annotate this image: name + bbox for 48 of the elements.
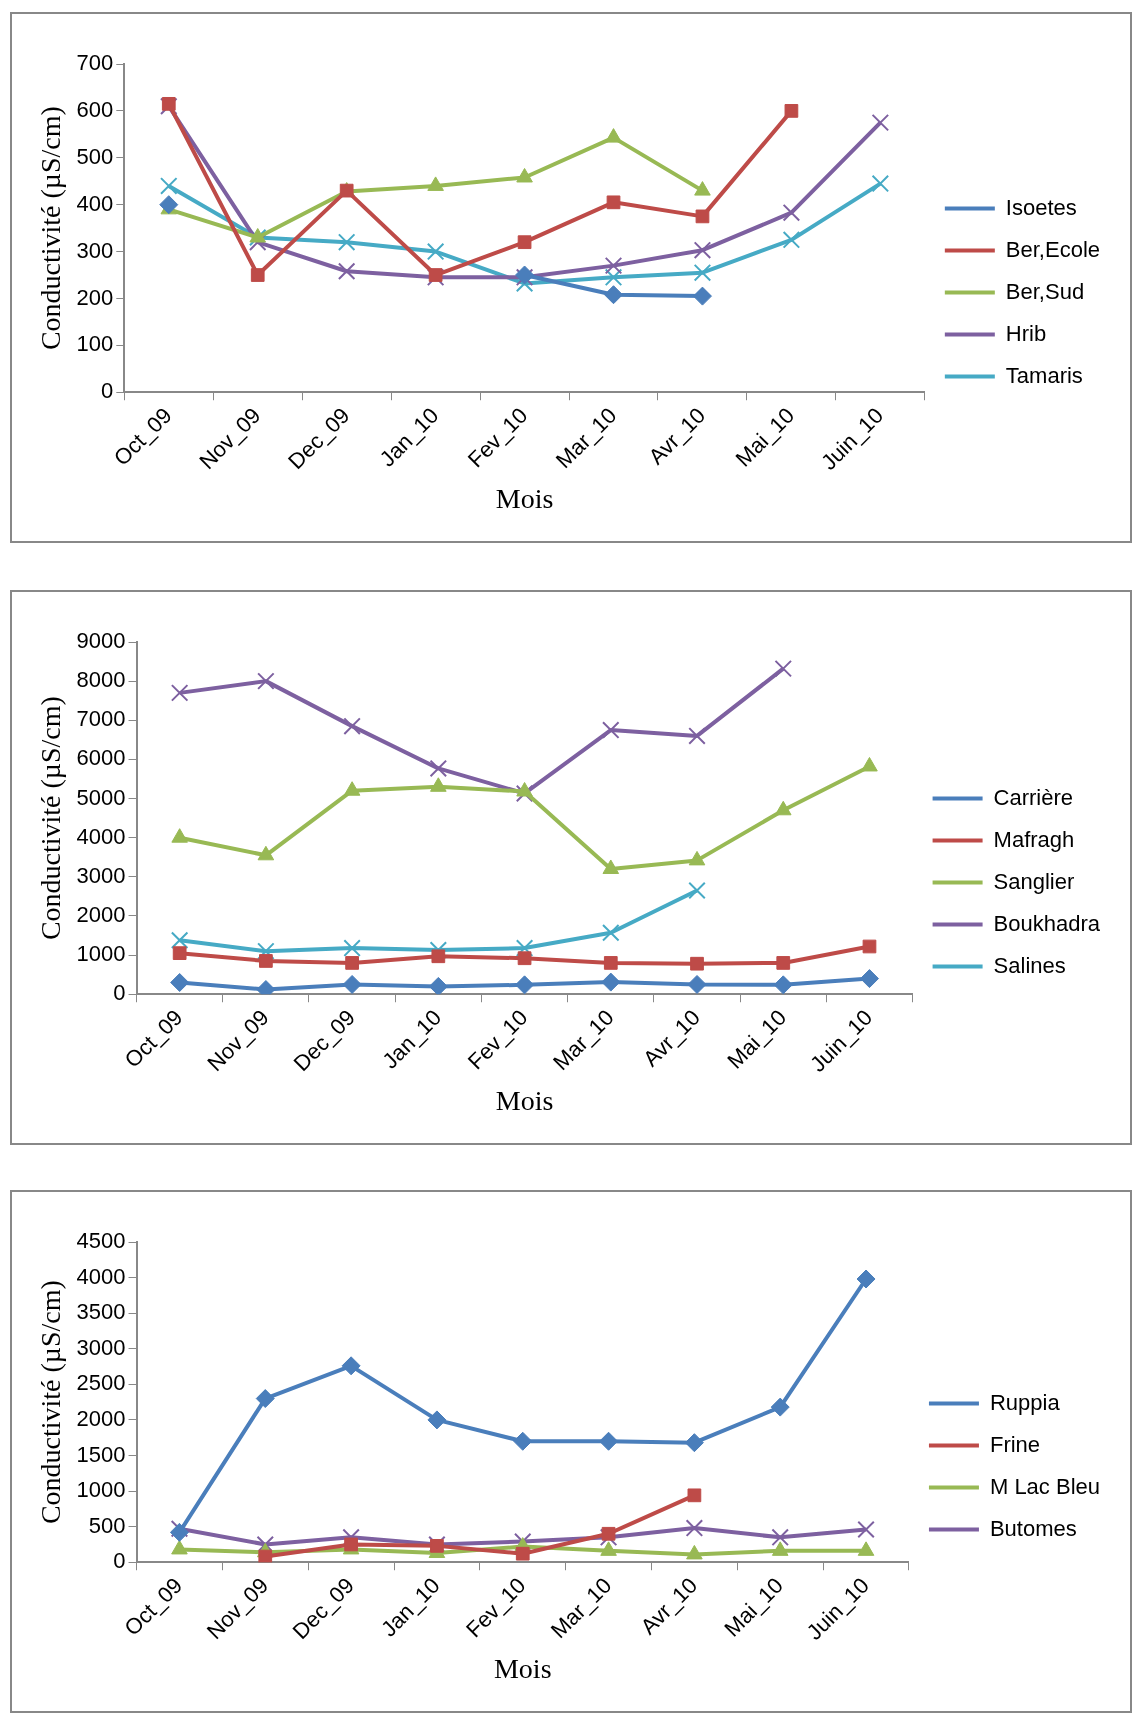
y-tick-label: 600 [76, 96, 114, 122]
y-tick-label: 6000 [76, 745, 126, 771]
y-tick-label: 7000 [76, 706, 126, 732]
legend-label: Salines [993, 952, 1066, 978]
legend-label: Mafragh [993, 826, 1075, 852]
y-tick-label: 9000 [76, 628, 126, 654]
y-tick-label: 200 [76, 284, 114, 310]
legend-label: Tamaris [1005, 362, 1083, 388]
x-axis-title: Mois [495, 1084, 554, 1116]
y-tick-label: 500 [88, 1512, 126, 1538]
y-tick-label: 1500 [76, 1441, 126, 1467]
legend-label: Sanglier [993, 868, 1075, 894]
y-tick-label: 2500 [76, 1370, 126, 1396]
y-tick-label: 500 [76, 143, 114, 169]
legend-label: Ber,Sud [1005, 278, 1085, 304]
y-tick-label: 3000 [76, 1334, 126, 1360]
y-tick-label: 1000 [76, 941, 126, 967]
y-tick-label: 700 [76, 50, 114, 76]
y-tick-label: 0 [101, 378, 114, 404]
legend-label: Boukhadra [993, 910, 1101, 936]
legend-label: Isoetes [1005, 194, 1077, 220]
legend-label: Ruppia [989, 1389, 1061, 1415]
legend-label: Butomes [989, 1515, 1077, 1541]
y-tick-label: 0 [113, 980, 126, 1006]
legend-label: M Lac Bleu [989, 1473, 1101, 1499]
y-tick-label: 3000 [76, 862, 126, 888]
y-tick-label: 4000 [76, 823, 126, 849]
y-tick-label: 2000 [76, 1405, 126, 1431]
legend-label: Carrière [993, 784, 1074, 810]
y-axis-title: Conductivité (µS/cm) [35, 696, 67, 941]
y-tick-label: 1000 [76, 1477, 126, 1503]
y-axis-title: Conductivité (µS/cm) [35, 106, 67, 351]
legend-label: Frine [989, 1431, 1041, 1457]
legend-label: Hrib [1005, 320, 1047, 346]
y-tick-label: 8000 [76, 667, 126, 693]
y-tick-label: 0 [113, 1548, 126, 1574]
legend-label: Ber,Ecole [1005, 236, 1101, 262]
y-axis-title: Conductivité (µS/cm) [35, 1280, 67, 1525]
y-tick-label: 400 [76, 190, 114, 216]
x-axis-title: Mois [495, 482, 554, 514]
y-tick-label: 100 [76, 331, 114, 357]
y-tick-label: 3500 [76, 1299, 126, 1325]
x-axis-title: Mois [493, 1652, 552, 1684]
y-tick-label: 5000 [76, 784, 126, 810]
y-tick-label: 4500 [76, 1228, 126, 1254]
y-tick-label: 2000 [76, 902, 126, 928]
y-tick-label: 4000 [76, 1263, 126, 1289]
y-tick-label: 300 [76, 237, 114, 263]
